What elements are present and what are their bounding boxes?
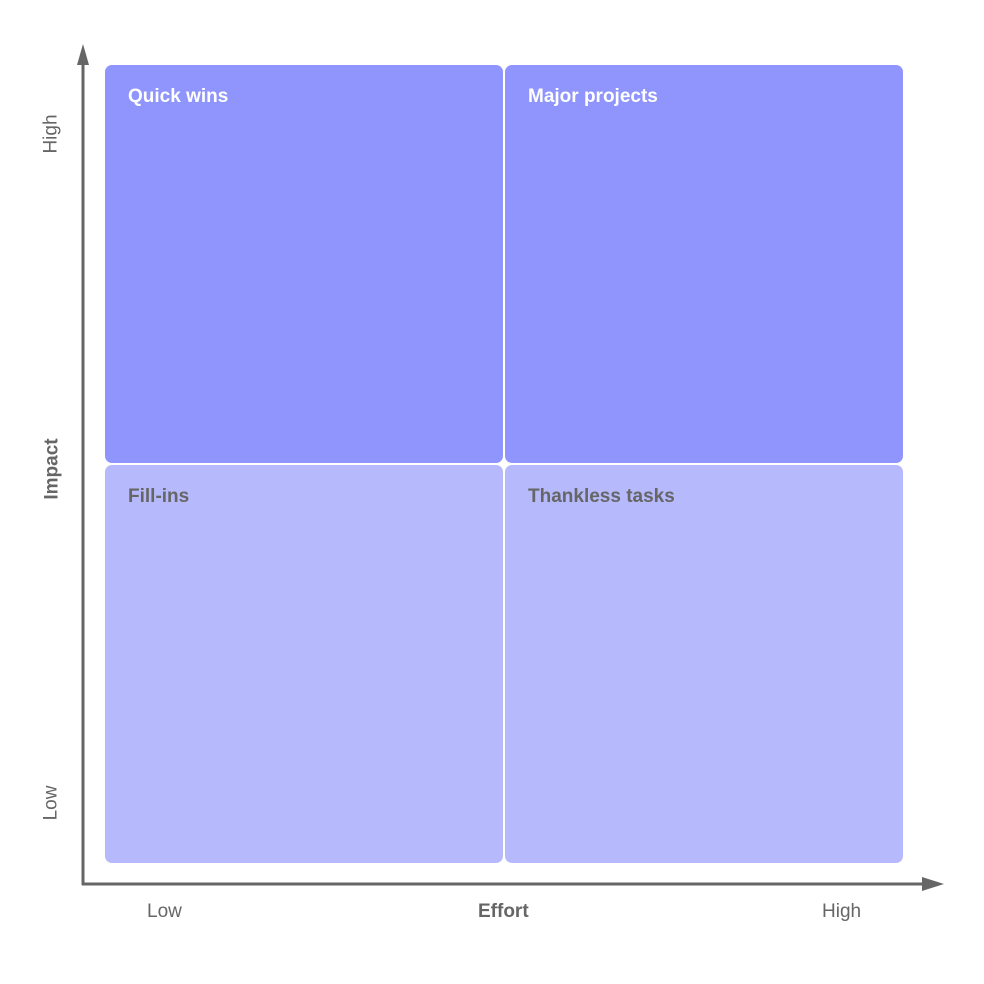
x-axis-high-label: High: [822, 901, 862, 922]
quadrant-quick-wins: Quick wins: [105, 65, 503, 463]
x-axis-low-label: Low: [147, 901, 182, 922]
y-axis-title: Impact: [41, 438, 63, 500]
y-axis-arrow-icon: [77, 44, 89, 65]
y-axis-low-label: Low: [40, 785, 62, 821]
quadrant-label: Thankless tasks: [528, 486, 675, 507]
y-axis-high-label: High: [40, 114, 62, 154]
quadrant-label: Quick wins: [128, 86, 229, 107]
quadrant-thankless-tasks: Thankless tasks: [505, 465, 903, 863]
x-axis-title: Effort: [478, 901, 529, 922]
quadrant-fill-ins: Fill-ins: [105, 465, 503, 863]
quadrant-label: Major projects: [528, 86, 658, 107]
x-axis-arrow-icon: [922, 877, 944, 891]
quadrant-major-projects: Major projects: [505, 65, 903, 463]
quadrant-label: Fill-ins: [128, 486, 190, 507]
